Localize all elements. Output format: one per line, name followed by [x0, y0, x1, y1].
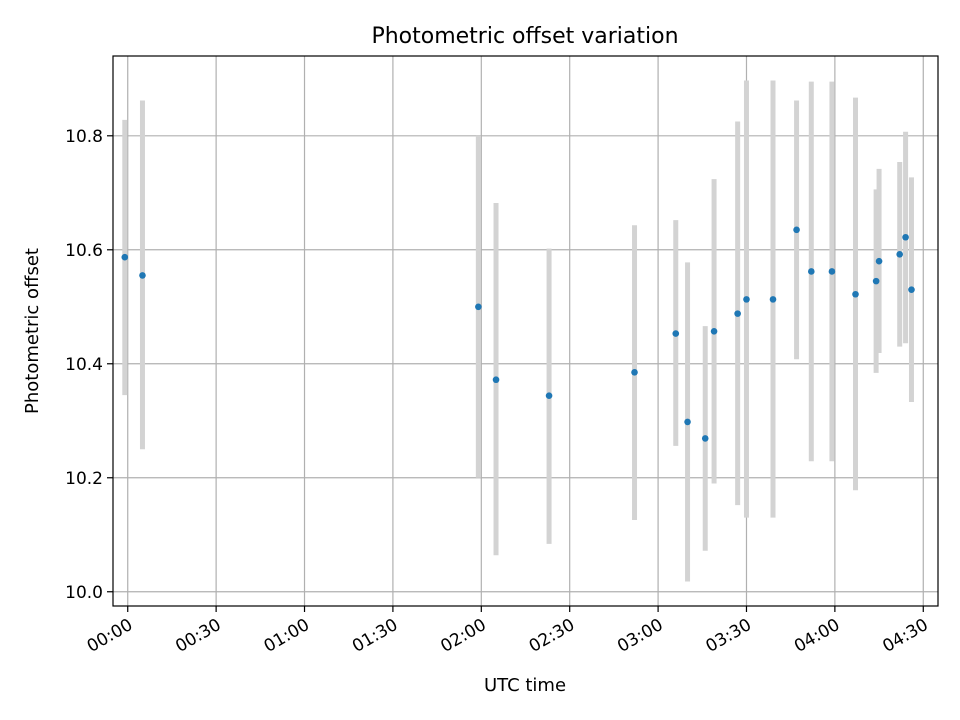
data-point — [734, 310, 741, 317]
data-point — [828, 268, 836, 275]
y-tick-label: 10.4 — [65, 355, 103, 375]
data-point — [121, 253, 129, 261]
data-point — [684, 418, 691, 426]
y-tick-label: 10.8 — [65, 127, 103, 147]
data-point — [139, 272, 146, 279]
plot-frame — [112, 55, 939, 607]
data-point — [896, 251, 903, 258]
data-point — [872, 277, 880, 285]
data-point — [710, 327, 718, 335]
y-axis-label: Photometric offset — [22, 248, 43, 414]
chart-title: Photometric offset variation — [371, 24, 678, 49]
data-point — [875, 257, 883, 265]
y-axis-ticks: 10.0 10.2 10.4 10.6 10.8 — [65, 127, 113, 603]
data-point — [492, 376, 500, 384]
y-tick-label: 10.2 — [65, 469, 103, 489]
x-axis-label: UTC time — [484, 675, 566, 696]
y-tick-label: 10.0 — [65, 583, 103, 603]
data-point — [793, 226, 800, 234]
data-point — [743, 296, 750, 303]
data-point — [545, 392, 553, 399]
data-point — [701, 435, 709, 442]
data-point — [902, 233, 909, 241]
data-point — [852, 290, 859, 298]
data-point — [631, 369, 638, 376]
data-point — [769, 296, 777, 303]
data-point — [808, 268, 815, 275]
data-point — [672, 330, 680, 337]
data-point — [475, 303, 482, 311]
y-tick-label: 10.6 — [65, 241, 103, 261]
data-points — [121, 226, 915, 442]
data-point — [908, 286, 915, 293]
